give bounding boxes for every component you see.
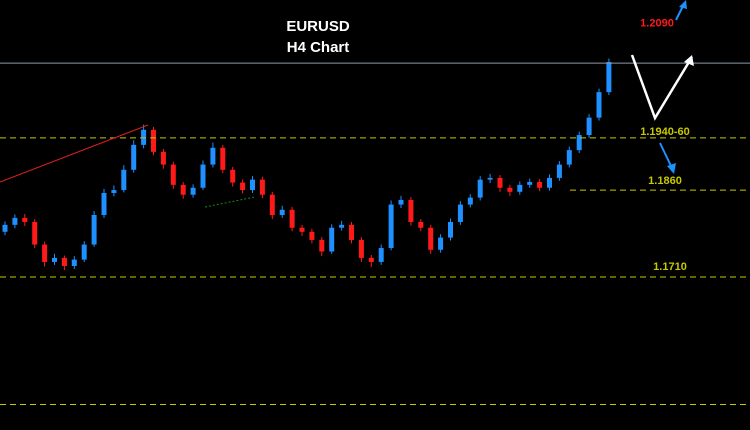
target-label: 1.2090 — [640, 18, 674, 30]
trend-line — [0, 124, 149, 183]
arrow — [659, 142, 673, 169]
chart-title: EURUSD — [286, 18, 350, 35]
chart-subtitle: H4 Chart — [287, 39, 350, 56]
forecast-path — [630, 54, 694, 121]
level-label: 1.1860 — [648, 175, 682, 187]
trend-line — [204, 196, 256, 208]
level-label: 1.1940-60 — [640, 126, 690, 138]
arrow-head — [679, 0, 687, 9]
arrow-head — [684, 55, 694, 66]
level-label: 1.1710 — [653, 261, 687, 273]
arrow-head — [667, 163, 676, 174]
